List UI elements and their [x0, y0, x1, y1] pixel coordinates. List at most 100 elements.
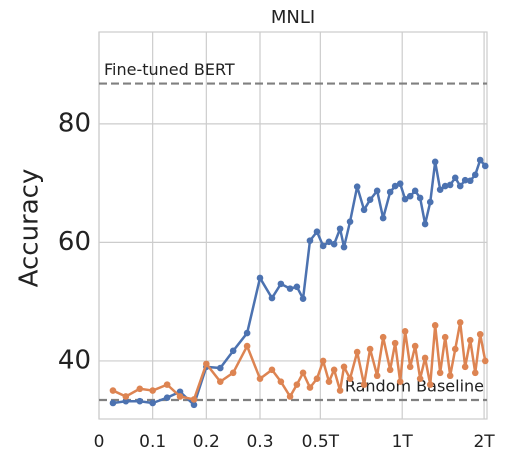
data-point — [299, 369, 307, 377]
data-point — [340, 363, 348, 371]
data-point — [319, 242, 327, 250]
data-point — [190, 396, 198, 403]
data-point — [391, 339, 399, 347]
data-point — [163, 381, 171, 388]
x-tick-label: 0.3 — [246, 432, 273, 452]
data-point — [481, 357, 489, 365]
y-tick-label: 40 — [58, 345, 91, 375]
data-point — [299, 295, 307, 302]
data-point — [366, 196, 374, 204]
data-point — [431, 158, 439, 166]
data-point — [401, 195, 409, 203]
data-point — [396, 378, 404, 385]
data-point — [268, 366, 276, 374]
reference-label: Random Baseline — [345, 377, 484, 396]
data-point — [373, 187, 381, 195]
data-point — [136, 385, 144, 393]
y-tick-label: 80 — [58, 108, 91, 138]
data-point — [391, 182, 399, 190]
data-point — [396, 180, 404, 188]
data-point — [122, 397, 130, 405]
x-tick-label: 0.5T — [302, 432, 340, 452]
data-point — [313, 228, 321, 236]
data-point — [421, 220, 429, 228]
data-point — [216, 364, 224, 372]
data-point — [286, 285, 294, 292]
data-point — [436, 369, 444, 377]
data-point — [353, 183, 361, 190]
data-point — [426, 198, 434, 206]
data-point — [360, 206, 368, 214]
data-point — [149, 399, 156, 407]
data-point — [451, 345, 459, 353]
data-point — [313, 375, 321, 382]
data-point — [446, 181, 454, 189]
data-point — [471, 369, 479, 377]
data-point — [243, 342, 251, 350]
data-point — [293, 283, 301, 291]
data-point — [379, 333, 387, 341]
data-point — [446, 372, 454, 380]
data-point — [451, 174, 459, 182]
data-point — [277, 280, 285, 288]
x-tick-label: 0.2 — [193, 432, 220, 452]
data-point — [340, 243, 348, 251]
data-point — [461, 176, 469, 184]
data-point — [306, 384, 314, 391]
data-point — [471, 171, 479, 179]
data-point — [268, 294, 276, 302]
data-point — [353, 348, 361, 356]
data-point — [441, 182, 449, 190]
data-point — [190, 401, 198, 409]
data-point — [416, 375, 424, 382]
data-point — [293, 381, 301, 388]
data-point — [256, 274, 264, 282]
data-point — [406, 363, 414, 371]
data-point — [122, 393, 130, 400]
data-point — [163, 394, 171, 401]
data-point — [386, 188, 394, 196]
data-point — [421, 354, 429, 362]
data-point — [306, 237, 314, 244]
data-point — [346, 218, 354, 225]
data-point — [431, 322, 439, 329]
x-tick-label: 2T — [473, 432, 495, 452]
data-point — [149, 387, 156, 394]
data-point — [406, 192, 414, 200]
data-point — [216, 378, 224, 385]
reference-label: Fine-tuned BERT — [104, 60, 235, 79]
data-point — [476, 330, 484, 338]
y-tick-label: 60 — [58, 227, 91, 257]
data-point — [401, 327, 409, 335]
data-point — [277, 378, 285, 385]
data-point — [203, 360, 210, 368]
data-point — [229, 347, 237, 355]
data-point — [411, 187, 419, 195]
x-tick-label: 0.1 — [139, 432, 166, 452]
data-point — [229, 369, 237, 377]
data-point — [336, 225, 344, 233]
data-point — [256, 375, 264, 382]
data-point — [466, 177, 474, 185]
data-point — [373, 372, 381, 380]
data-point — [330, 240, 338, 248]
data-point — [346, 375, 354, 382]
data-point — [436, 186, 444, 193]
data-point — [441, 333, 449, 341]
data-point — [466, 336, 474, 344]
data-point — [411, 342, 419, 350]
data-point — [109, 399, 117, 407]
data-point — [476, 156, 484, 164]
data-point — [416, 194, 424, 202]
x-tick-label: 0 — [94, 432, 105, 452]
data-point — [456, 319, 464, 326]
data-point — [379, 214, 387, 222]
data-point — [176, 393, 184, 400]
data-point — [456, 182, 464, 190]
y-axis-label: Accuracy — [15, 169, 45, 288]
data-point — [336, 387, 344, 394]
data-point — [325, 238, 333, 246]
data-point — [366, 345, 374, 353]
data-point — [330, 366, 338, 374]
